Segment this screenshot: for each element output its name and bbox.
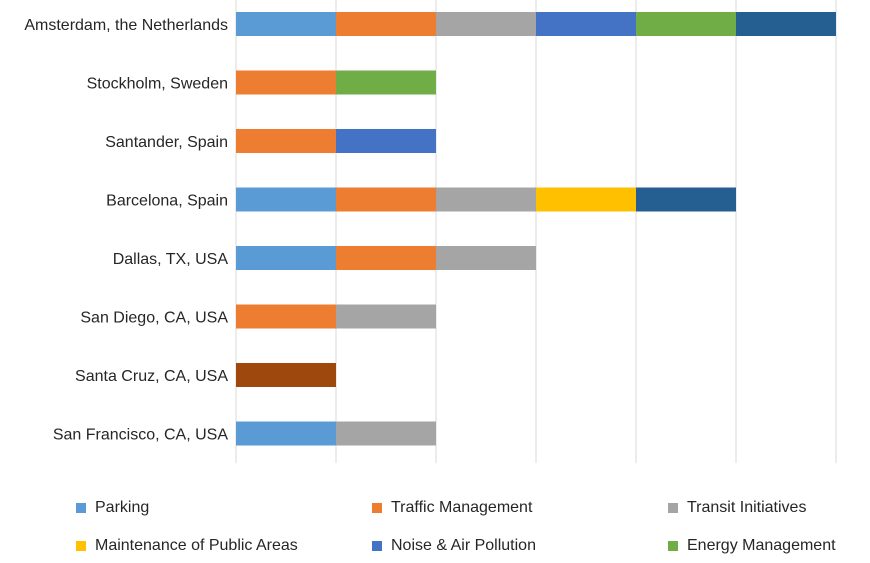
category-label: Stockholm, Sweden bbox=[87, 76, 228, 93]
category-label: Amsterdam, the Netherlands bbox=[24, 17, 228, 34]
stacked-bar-chart: Amsterdam, the Netherlands Stockholm, Swe… bbox=[24, 0, 837, 463]
legend-item: Transit Initiatives bbox=[668, 496, 806, 520]
legend-swatch bbox=[76, 541, 86, 551]
legend-swatch bbox=[668, 503, 678, 513]
bar-segment bbox=[636, 187, 736, 212]
legend-swatch bbox=[372, 503, 382, 513]
bar-segment bbox=[736, 12, 836, 36]
legend-item: Maintenance of Public Areas bbox=[76, 534, 298, 558]
legend-item: Traffic Management bbox=[372, 496, 532, 520]
category-label: San Diego, CA, USA bbox=[80, 310, 228, 327]
legend-label: Noise & Air Pollution bbox=[391, 537, 536, 554]
bar-segment bbox=[336, 421, 436, 446]
bar-segment bbox=[236, 187, 336, 212]
bar-segment bbox=[236, 129, 336, 153]
legend-label: Transit Initiatives bbox=[687, 499, 807, 516]
bar-segment bbox=[236, 363, 336, 387]
bar-segment bbox=[336, 129, 436, 153]
bar-segment bbox=[436, 246, 536, 270]
bar-segment bbox=[336, 246, 436, 270]
legend-swatch bbox=[76, 503, 86, 513]
legend-label: Energy Management bbox=[687, 537, 836, 554]
bar-segment bbox=[236, 12, 336, 36]
bar-segment bbox=[336, 187, 436, 212]
legend-item: Noise & Air Pollution bbox=[372, 534, 536, 558]
bar-segment bbox=[336, 12, 436, 36]
legend-swatch bbox=[372, 541, 382, 551]
bar-segment bbox=[336, 304, 436, 329]
bar-segment bbox=[236, 304, 336, 329]
bar-segment bbox=[436, 187, 536, 212]
bar-segment bbox=[436, 12, 536, 36]
legend-swatch bbox=[668, 541, 678, 551]
bar-segment bbox=[636, 12, 736, 36]
bar-segment bbox=[536, 12, 636, 36]
category-label: San Francisco, CA, USA bbox=[53, 427, 229, 444]
legend-item: Energy Management bbox=[668, 534, 836, 558]
legend-label: Parking bbox=[95, 499, 150, 516]
legend-label: Traffic Management bbox=[391, 499, 533, 516]
bar-segment bbox=[236, 70, 336, 95]
legend-item: Parking bbox=[76, 496, 149, 520]
bar-segment bbox=[336, 70, 436, 95]
bar-segment bbox=[236, 421, 336, 446]
category-label: Santa Cruz, CA, USA bbox=[75, 368, 228, 385]
bar-segment bbox=[536, 187, 636, 212]
category-label: Santander, Spain bbox=[105, 134, 228, 151]
chart-legend: Parking Traffic Management Transit Initiat… bbox=[0, 488, 870, 563]
bar-segment bbox=[236, 246, 336, 270]
legend-label: Maintenance of Public Areas bbox=[95, 537, 298, 554]
category-label: Dallas, TX, USA bbox=[113, 251, 229, 268]
category-label: Barcelona, Spain bbox=[106, 193, 228, 210]
